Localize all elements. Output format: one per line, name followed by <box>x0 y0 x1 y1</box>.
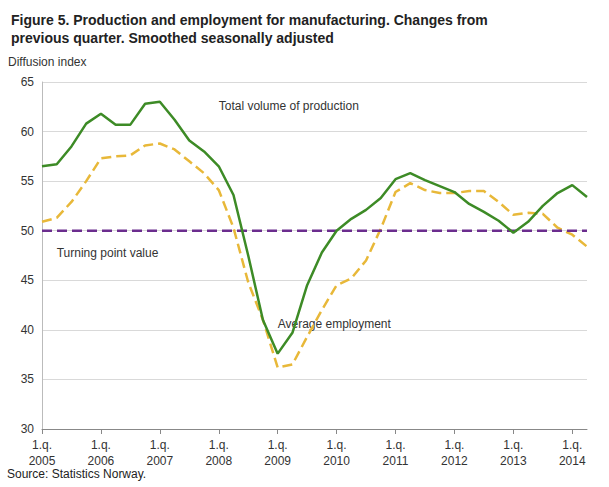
svg-text:Diffusion index: Diffusion index <box>8 55 87 69</box>
svg-text:65: 65 <box>21 75 35 89</box>
svg-text:2011: 2011 <box>383 454 409 468</box>
svg-text:2010: 2010 <box>323 454 350 468</box>
svg-text:Total volume of production: Total volume of production <box>219 99 359 113</box>
svg-text:1.q.: 1.q. <box>150 438 170 452</box>
svg-text:30: 30 <box>21 422 35 436</box>
svg-text:50: 50 <box>21 224 35 238</box>
svg-text:1.q.: 1.q. <box>209 438 229 452</box>
svg-text:1.q.: 1.q. <box>386 438 406 452</box>
svg-text:Turning point value: Turning point value <box>57 246 159 260</box>
svg-text:2005: 2005 <box>29 454 56 468</box>
svg-text:Figure 5. Production and emplo: Figure 5. Production and employment for … <box>11 12 488 28</box>
svg-text:2014: 2014 <box>559 454 586 468</box>
svg-text:2012: 2012 <box>441 454 468 468</box>
svg-text:2006: 2006 <box>88 454 115 468</box>
svg-text:2009: 2009 <box>264 454 291 468</box>
svg-text:1.q.: 1.q. <box>327 438 347 452</box>
svg-text:45: 45 <box>21 273 35 287</box>
svg-text:Source: Statistics Norway.: Source: Statistics Norway. <box>7 467 146 481</box>
svg-text:60: 60 <box>21 125 35 139</box>
svg-text:55: 55 <box>21 174 35 188</box>
svg-text:1.q.: 1.q. <box>32 438 52 452</box>
svg-text:1.q.: 1.q. <box>268 438 288 452</box>
svg-text:2008: 2008 <box>205 454 232 468</box>
svg-text:2007: 2007 <box>146 454 173 468</box>
svg-text:1.q.: 1.q. <box>562 438 582 452</box>
svg-text:1.q.: 1.q. <box>444 438 464 452</box>
svg-text:1.q.: 1.q. <box>503 438 523 452</box>
svg-text:Average employment: Average employment <box>277 316 391 331</box>
svg-text:35: 35 <box>21 372 35 386</box>
svg-text:1.q.: 1.q. <box>91 438 111 452</box>
svg-text:previous quarter. Smoothed sea: previous quarter. Smoothed seasonally ad… <box>11 30 334 46</box>
svg-text:2013: 2013 <box>500 454 527 468</box>
svg-text:40: 40 <box>21 323 35 337</box>
